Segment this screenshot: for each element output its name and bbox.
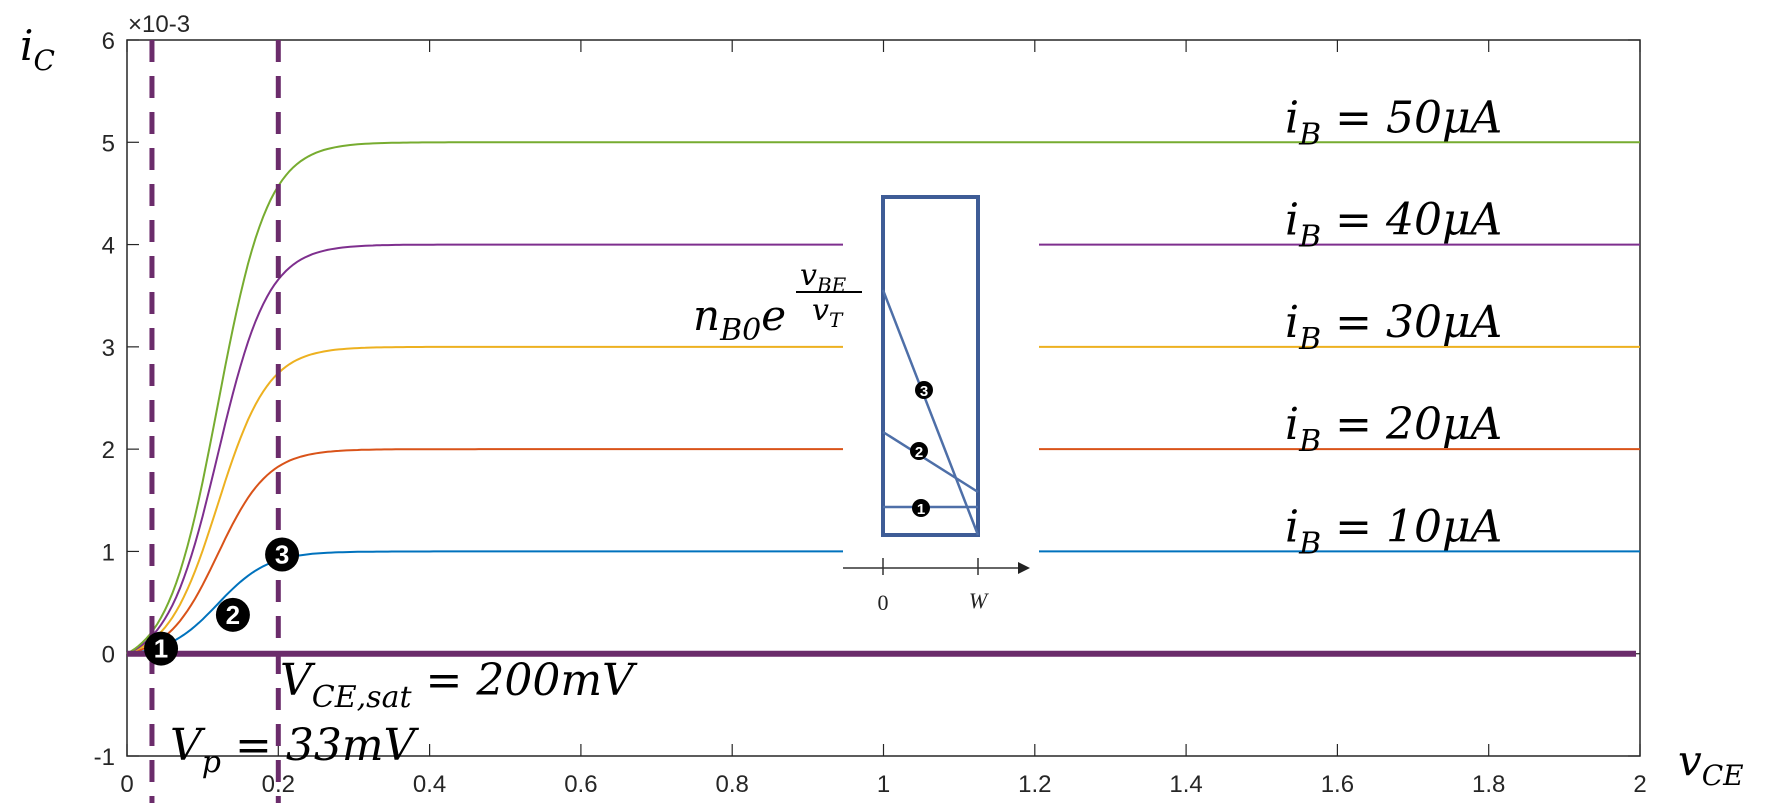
inset-box bbox=[881, 195, 980, 537]
series-line bbox=[126, 141, 1640, 655]
x-axis-label: vCE bbox=[1678, 736, 1744, 792]
y-tick-label: 6 bbox=[102, 28, 115, 55]
x-tick-label: 1.8 bbox=[1472, 771, 1505, 798]
inset-line-3 bbox=[881, 289, 980, 536]
svg-text:2: 2 bbox=[226, 600, 240, 630]
svg-text:2: 2 bbox=[915, 444, 923, 461]
inset-tick-label-w: W bbox=[969, 588, 989, 613]
inset-marker-3: 3 bbox=[915, 381, 933, 400]
y-tick-label: 1 bbox=[102, 539, 115, 566]
vline-label: Vp = 33mV bbox=[170, 720, 420, 780]
inset-x-axis-arrow-icon bbox=[1018, 562, 1030, 574]
x-tick-label: 0 bbox=[120, 771, 133, 798]
y-tick-label: 3 bbox=[102, 335, 115, 362]
inset-background bbox=[843, 180, 1039, 640]
x-tick-label: 0.4 bbox=[413, 771, 446, 798]
marker-layer: 1 2 3 bbox=[144, 537, 300, 666]
inset-diagram: 1 2 3 0 W bbox=[843, 180, 1039, 640]
svg-text:3: 3 bbox=[920, 383, 928, 400]
svg-text:nB0e: nB0e bbox=[693, 291, 786, 348]
x-tick-label: 0.8 bbox=[716, 771, 749, 798]
series-label-layer: iB = 10μA iB = 20μA iB = 30μA iB = 40μA iB =… bbox=[1285, 92, 1502, 561]
svg-text:1: 1 bbox=[154, 634, 168, 664]
svg-text:3: 3 bbox=[275, 539, 289, 569]
x-tick-label: 2 bbox=[1633, 771, 1646, 798]
x-tick-label: 1.6 bbox=[1321, 771, 1354, 798]
y-tick-label: 4 bbox=[102, 233, 115, 260]
y-scale-factor: ×10-3 bbox=[128, 11, 190, 38]
x-tick-label: 1 bbox=[877, 771, 890, 798]
y-tick-label: 2 bbox=[102, 437, 115, 464]
y-tick-label: 5 bbox=[102, 130, 115, 157]
series-label: iB = 20μA bbox=[1285, 399, 1502, 459]
svg-text:vT: vT bbox=[812, 293, 844, 332]
y-tick-label: -1 bbox=[94, 744, 115, 771]
inset-marker-1: 1 bbox=[912, 499, 930, 518]
x-tick-label: 1.2 bbox=[1018, 771, 1051, 798]
series-label: iB = 10μA bbox=[1285, 501, 1502, 561]
x-tick-label: 0.6 bbox=[564, 771, 597, 798]
vline-label: VCE,sat = 200mV bbox=[280, 655, 638, 715]
svg-text:1: 1 bbox=[917, 501, 925, 518]
series-label: iB = 40μA bbox=[1285, 195, 1502, 255]
y-axis-label: iC bbox=[20, 21, 55, 77]
y-tick-label: 0 bbox=[102, 642, 115, 669]
inset-tick-label-0: 0 bbox=[878, 590, 889, 615]
x-tick-label: 1.4 bbox=[1169, 771, 1202, 798]
marker-1: 1 bbox=[144, 631, 179, 666]
inset-ylabel: nB0e vBE vT bbox=[693, 258, 862, 348]
series-label: iB = 30μA bbox=[1285, 297, 1502, 357]
marker-3: 3 bbox=[265, 537, 300, 572]
inset-line-2 bbox=[882, 430, 979, 494]
inset-marker-2: 2 bbox=[910, 442, 928, 461]
series-label: iB = 50μA bbox=[1285, 92, 1502, 152]
marker-2: 2 bbox=[215, 597, 250, 632]
